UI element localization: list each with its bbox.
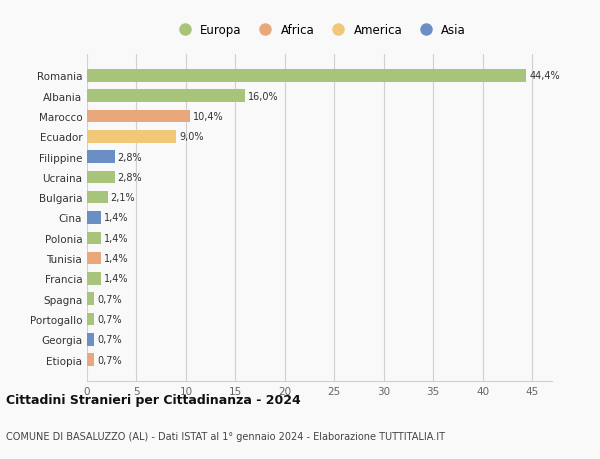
Text: 2,8%: 2,8% xyxy=(118,173,142,183)
Text: 0,7%: 0,7% xyxy=(97,335,122,345)
Text: 9,0%: 9,0% xyxy=(179,132,203,142)
Bar xyxy=(87,252,101,265)
Text: 1,4%: 1,4% xyxy=(104,213,128,223)
Text: 2,8%: 2,8% xyxy=(118,152,142,162)
Text: 10,4%: 10,4% xyxy=(193,112,223,122)
Bar xyxy=(87,232,101,245)
Text: 1,4%: 1,4% xyxy=(104,253,128,263)
Bar xyxy=(87,212,101,224)
Bar xyxy=(87,111,190,123)
Legend: Europa, Africa, America, Asia: Europa, Africa, America, Asia xyxy=(171,22,468,39)
Text: 0,7%: 0,7% xyxy=(97,294,122,304)
Bar xyxy=(87,131,176,143)
Text: 16,0%: 16,0% xyxy=(248,91,279,101)
Bar xyxy=(87,151,115,163)
Bar xyxy=(87,191,108,204)
Text: 0,7%: 0,7% xyxy=(97,314,122,325)
Bar xyxy=(87,333,94,346)
Bar xyxy=(87,70,526,83)
Bar xyxy=(87,353,94,366)
Bar xyxy=(87,90,245,103)
Text: 2,1%: 2,1% xyxy=(111,193,136,203)
Text: Cittadini Stranieri per Cittadinanza - 2024: Cittadini Stranieri per Cittadinanza - 2… xyxy=(6,393,301,406)
Text: 1,4%: 1,4% xyxy=(104,233,128,243)
Bar xyxy=(87,273,101,285)
Bar xyxy=(87,293,94,305)
Bar xyxy=(87,171,115,184)
Bar xyxy=(87,313,94,325)
Text: COMUNE DI BASALUZZO (AL) - Dati ISTAT al 1° gennaio 2024 - Elaborazione TUTTITAL: COMUNE DI BASALUZZO (AL) - Dati ISTAT al… xyxy=(6,431,445,441)
Text: 1,4%: 1,4% xyxy=(104,274,128,284)
Text: 0,7%: 0,7% xyxy=(97,355,122,365)
Text: 44,4%: 44,4% xyxy=(529,71,560,81)
